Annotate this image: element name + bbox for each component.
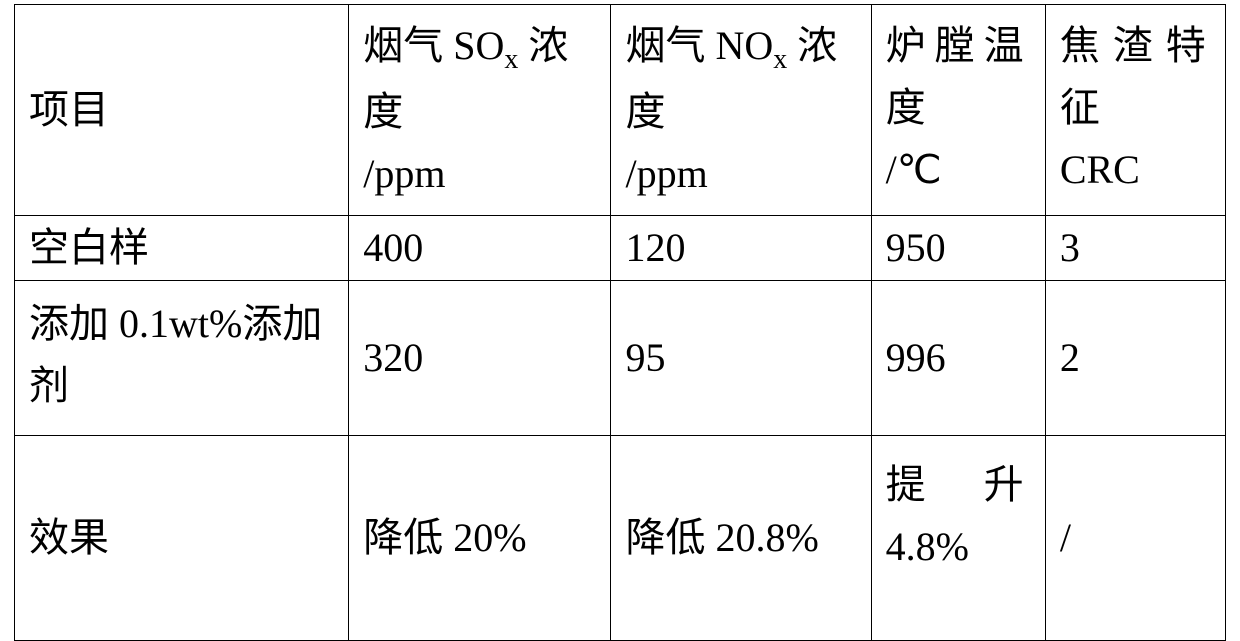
header-nox-line1: 烟气 NOx 浓 xyxy=(625,23,837,68)
header-crc-line3: CRC xyxy=(1060,147,1140,192)
cell-nox: 降低 20.8% xyxy=(611,436,871,641)
col-header-item: 项目 xyxy=(15,5,349,216)
cell-item-line2: 剂 xyxy=(29,363,69,408)
cell-temp-line1: 提升 xyxy=(886,454,1024,516)
header-crc-line1: 焦渣特 xyxy=(1060,15,1206,77)
header-sox-line3: /ppm xyxy=(363,151,445,196)
header-nox-line3: /ppm xyxy=(625,151,707,196)
header-temp-line3: /℃ xyxy=(886,147,942,192)
cell-item: 添加 0.1wt%添加 剂 xyxy=(15,281,349,436)
header-nox-line2: 度 xyxy=(625,89,665,134)
table-row: 效果 降低 20% 降低 20.8% 提升 4.8% / xyxy=(15,436,1226,641)
cell-temp: 提升 4.8% xyxy=(871,436,1045,641)
cell-sox: 400 xyxy=(349,216,611,281)
header-sox-line1: 烟气 SOx 浓 xyxy=(363,23,568,68)
col-header-sox: 烟气 SOx 浓 度 /ppm xyxy=(349,5,611,216)
header-temp-line2: 度 xyxy=(886,85,926,130)
cell-crc: 2 xyxy=(1045,281,1225,436)
cell-sox: 320 xyxy=(349,281,611,436)
cell-sox: 降低 20% xyxy=(349,436,611,641)
cell-nox: 95 xyxy=(611,281,871,436)
cell-item-line1: 添加 0.1wt%添加 xyxy=(29,301,322,346)
table-row: 空白样 400 120 950 3 xyxy=(15,216,1226,281)
header-crc-line2: 征 xyxy=(1060,85,1100,130)
col-header-temp: 炉膛温 度 /℃ xyxy=(871,5,1045,216)
col-header-nox: 烟气 NOx 浓 度 /ppm xyxy=(611,5,871,216)
cell-crc: / xyxy=(1045,436,1225,641)
table-header-row: 项目 烟气 SOx 浓 度 /ppm 烟气 NOx 浓 度 /ppm 炉膛温 度… xyxy=(15,5,1226,216)
table-row: 添加 0.1wt%添加 剂 320 95 996 2 xyxy=(15,281,1226,436)
cell-item: 空白样 xyxy=(15,216,349,281)
cell-crc: 3 xyxy=(1045,216,1225,281)
cell-temp-line2: 4.8% xyxy=(886,524,969,569)
cell-nox: 120 xyxy=(611,216,871,281)
header-temp-line1: 炉膛温 xyxy=(886,15,1024,77)
header-sox-line2: 度 xyxy=(363,89,403,134)
col-header-crc: 焦渣特 征 CRC xyxy=(1045,5,1225,216)
cell-temp: 950 xyxy=(871,216,1045,281)
data-table: 项目 烟气 SOx 浓 度 /ppm 烟气 NOx 浓 度 /ppm 炉膛温 度… xyxy=(14,4,1226,641)
cell-temp: 996 xyxy=(871,281,1045,436)
cell-item: 效果 xyxy=(15,436,349,641)
header-item-text: 项目 xyxy=(29,87,109,132)
